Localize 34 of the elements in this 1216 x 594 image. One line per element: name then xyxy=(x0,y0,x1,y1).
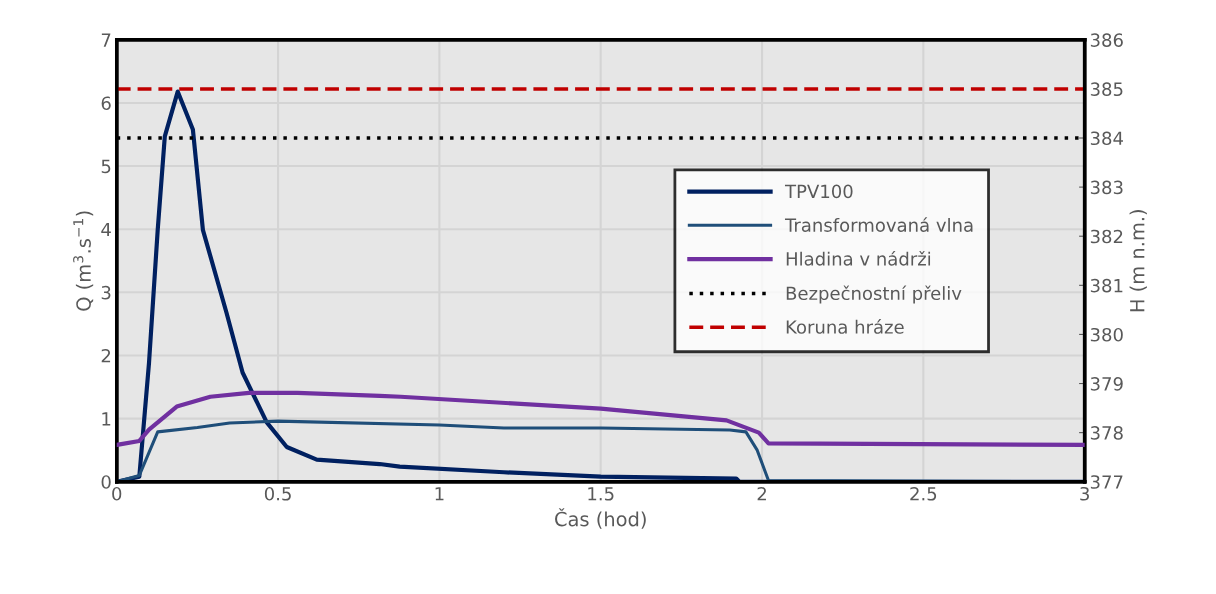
x-tick-label: 0.5 xyxy=(264,486,291,501)
y-tick-label: 5 xyxy=(101,159,111,174)
y2-tick-label: 383 xyxy=(1090,180,1123,195)
y2-axis-title: H (m n.m.) xyxy=(1129,210,1147,312)
y2-tick-label: 385 xyxy=(1090,82,1123,97)
legend-label: Koruna hráze xyxy=(786,319,904,334)
y-axis-title: Q (m$^{3}$.s$^{−1}$) xyxy=(73,211,94,311)
x-tick-label: 2.5 xyxy=(910,486,937,501)
y2-tick-label: 382 xyxy=(1090,229,1123,244)
y-tick-label: 2 xyxy=(101,348,111,363)
y-tick-label: 4 xyxy=(101,222,111,237)
y2-tick-label: 378 xyxy=(1090,426,1123,440)
line-series xyxy=(116,390,1085,447)
y2-tick-label: 381 xyxy=(1090,278,1123,293)
y-tick-label: 3 xyxy=(101,285,111,300)
legend-label: Transformovaná vlna xyxy=(784,217,973,232)
y2-tick-label: 386 xyxy=(1090,33,1123,47)
y2-tick-label: 379 xyxy=(1090,376,1123,391)
x-axis-title: Čas (hod) xyxy=(555,508,646,529)
x-tick-label: 0 xyxy=(112,486,122,501)
y2-tick-label: 384 xyxy=(1090,131,1123,146)
x-tick-label: 1.5 xyxy=(588,487,614,501)
y-tick-label: 6 xyxy=(101,96,111,111)
x-tick-label: 2 xyxy=(757,486,766,501)
y2-tick-label: 380 xyxy=(1090,327,1123,342)
y-tick-label: 0 xyxy=(101,475,111,489)
legend-label: Bezpečnostní přeliv xyxy=(786,285,962,304)
y-tick-label: 1 xyxy=(102,412,111,426)
legend-label: TPV100 xyxy=(784,184,853,199)
x-tick-label: 3 xyxy=(1080,486,1089,501)
y2-tick-label: 377 xyxy=(1090,475,1123,489)
x-tick-label: 1 xyxy=(435,487,444,501)
legend-label: Hladina v nádrži xyxy=(786,250,931,266)
y-tick-label: 7 xyxy=(101,33,111,47)
